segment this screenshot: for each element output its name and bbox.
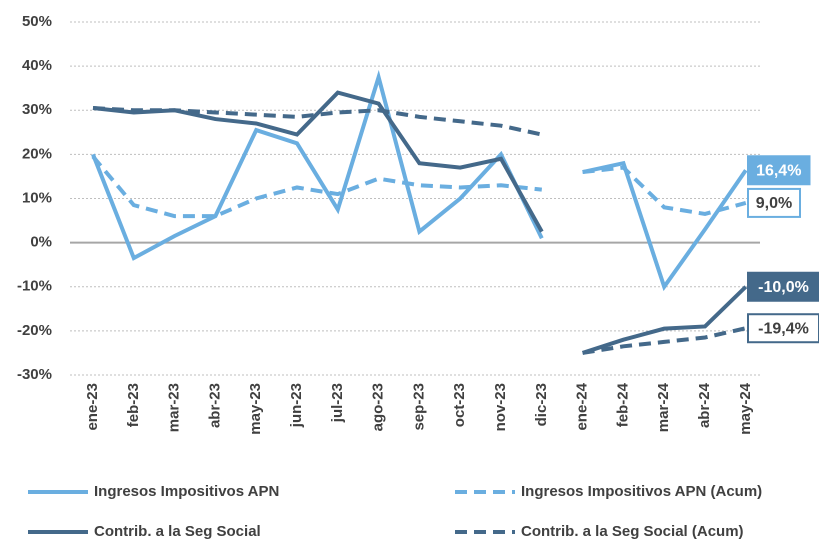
- x-tick-label: jul-23: [329, 383, 346, 423]
- value-label: 16,4%: [756, 162, 801, 179]
- y-tick-label: 0%: [30, 234, 52, 251]
- x-tick-label: mar-23: [166, 383, 183, 432]
- x-tick-label: feb-23: [125, 383, 142, 427]
- series-line: [91, 69, 544, 261]
- y-tick-label: 40%: [22, 57, 52, 74]
- y-tick-label: 30%: [22, 101, 52, 118]
- value-label: -19,4%: [758, 320, 809, 337]
- value-label: -10,0%: [758, 279, 809, 296]
- x-tick-label: may-24: [737, 382, 754, 434]
- series-line: [581, 285, 748, 355]
- value-label-box: [747, 187, 801, 218]
- x-tick-label: feb-24: [614, 382, 631, 427]
- x-tick-label: ago-23: [370, 383, 387, 431]
- x-tick-label: sep-23: [410, 383, 427, 431]
- x-tick-label: jun-23: [288, 383, 305, 428]
- x-tick-label: ene-23: [84, 383, 101, 431]
- value-label-box: [747, 313, 819, 344]
- series-line: [92, 90, 544, 233]
- value-label-box: [747, 271, 819, 302]
- legend-label: Ingresos Impositivos APN (Acum): [521, 483, 762, 500]
- legend-label: Contrib. a la Seg Social (Acum): [521, 523, 744, 540]
- x-tick-label: abr-23: [206, 383, 223, 428]
- value-label-box: [747, 155, 811, 186]
- legend-label: Contrib. a la Seg Social: [94, 523, 261, 540]
- y-tick-label: -10%: [17, 278, 52, 295]
- y-tick-label: 50%: [22, 13, 52, 30]
- x-tick-label: ene-24: [574, 382, 591, 430]
- y-tick-label: -20%: [17, 322, 52, 339]
- legend-label: Ingresos Impositivos APN: [94, 483, 279, 500]
- y-tick-label: 10%: [22, 189, 52, 206]
- value-label: 9,0%: [756, 195, 792, 212]
- series-line: [91, 155, 543, 219]
- y-tick-label: 20%: [22, 145, 52, 162]
- x-tick-label: nov-23: [492, 383, 509, 431]
- x-tick-label: dic-23: [533, 383, 550, 426]
- series-line: [582, 326, 747, 355]
- x-tick-label: may-23: [247, 383, 264, 435]
- series-line: [582, 165, 747, 216]
- series-line: [582, 160, 748, 292]
- x-tick-label: abr-24: [696, 382, 713, 428]
- x-tick-label: mar-24: [655, 382, 672, 432]
- y-tick-label: -30%: [17, 366, 52, 383]
- x-tick-label: oct-23: [451, 383, 468, 427]
